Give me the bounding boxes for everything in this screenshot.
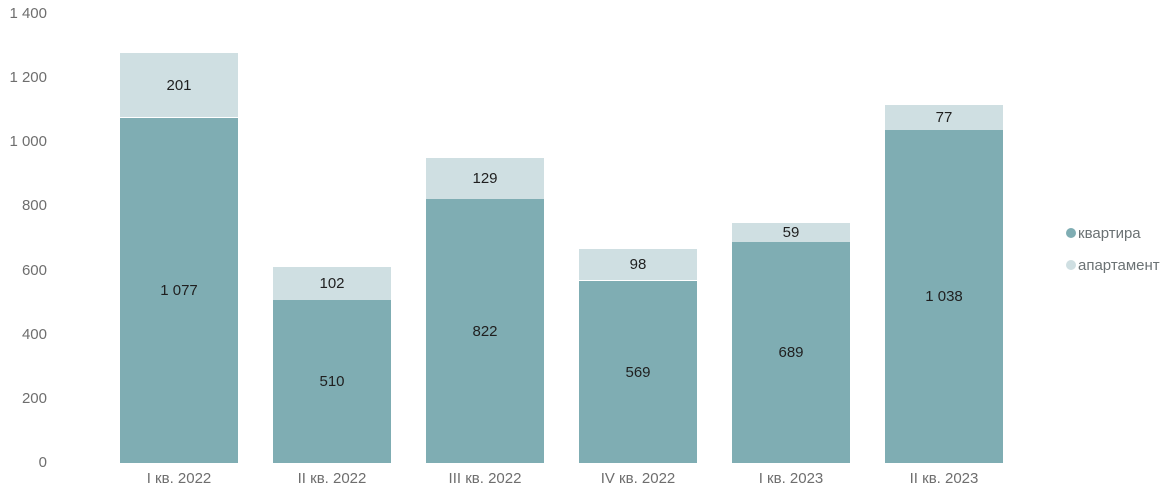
- legend-item-kvartira: квартира: [1066, 224, 1160, 242]
- bar-segment-kvartira: 1 077: [120, 118, 238, 463]
- bar-value-label: 1 038: [925, 288, 963, 305]
- legend: квартира апартамент: [1066, 224, 1160, 288]
- y-axis-tick-label: 600: [21, 262, 47, 279]
- y-axis-tick-label: 1 400: [9, 5, 47, 22]
- bar-segment-apartament: 77: [885, 105, 1003, 130]
- bar-segment-apartament: 129: [426, 158, 544, 199]
- y-axis-tick-label: 800: [21, 197, 47, 214]
- bar-value-label: 129: [472, 170, 498, 187]
- bar-value-label: 98: [629, 256, 647, 273]
- bar-segment-apartament: 201: [120, 53, 238, 117]
- bar-value-label: 822: [472, 322, 498, 340]
- x-axis-category-label: II кв. 2023: [909, 470, 979, 487]
- x-axis-category-label: III кв. 2022: [448, 470, 522, 487]
- legend-item-apartament: апартамент: [1066, 256, 1160, 274]
- bar-segment-apartament: 102: [273, 267, 391, 300]
- legend-label: апартамент: [1078, 256, 1160, 274]
- bar-segment-kvartira: 1 038: [885, 130, 1003, 463]
- y-axis-tick-label: 0: [38, 454, 47, 471]
- legend-label: квартира: [1078, 224, 1141, 242]
- bar-value-label: 689: [778, 344, 804, 361]
- bar-segment-kvartira: 822: [426, 199, 544, 463]
- bar-segment-kvartira: 689: [732, 242, 850, 463]
- legend-dot-icon: [1066, 228, 1076, 238]
- x-axis-category-label: I кв. 2023: [758, 470, 824, 487]
- y-axis-tick-label: 400: [21, 326, 47, 343]
- y-axis-tick-label: 1 200: [9, 69, 47, 86]
- bar-value-label: 569: [625, 363, 651, 381]
- x-axis-category-label: I кв. 2022: [146, 470, 212, 487]
- x-axis-category-label: IV кв. 2022: [600, 470, 676, 487]
- bar-segment-apartament: 59: [732, 223, 850, 242]
- bar-segment-kvartira: 569: [579, 281, 697, 463]
- bar-value-label: 102: [319, 275, 345, 292]
- x-axis-category-label: II кв. 2022: [297, 470, 367, 487]
- y-axis-tick-label: 200: [21, 390, 47, 407]
- bar-value-label: 510: [319, 372, 345, 390]
- y-axis-tick-label: 1 000: [9, 133, 47, 150]
- bar-segment-kvartira: 510: [273, 299, 391, 463]
- bar-segment-apartament: 98: [579, 249, 697, 280]
- bar-value-label: 201: [166, 76, 192, 94]
- legend-dot-icon: [1066, 260, 1076, 270]
- bar-value-label: 59: [782, 224, 800, 241]
- bar-value-label: 1 077: [160, 282, 198, 299]
- bar-value-label: 77: [935, 109, 953, 126]
